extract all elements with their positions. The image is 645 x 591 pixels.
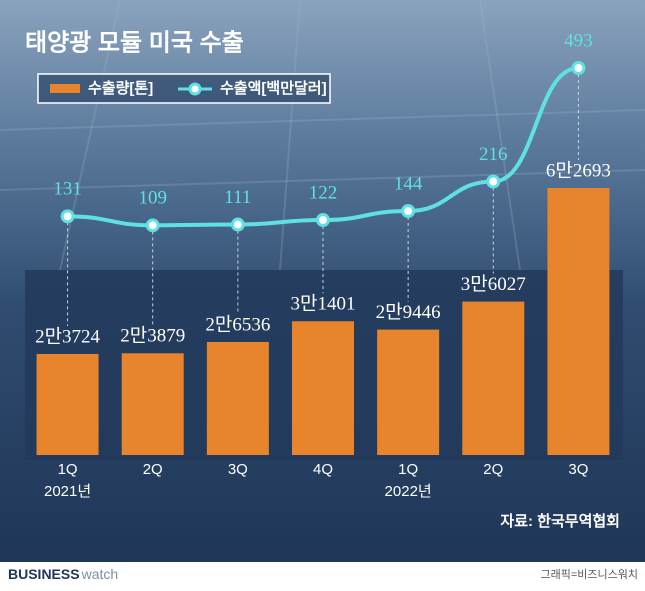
- legend-marker: [188, 82, 202, 96]
- line-marker: [60, 209, 75, 224]
- brand: BUSINESS watch: [8, 566, 118, 582]
- brand-watch: watch: [81, 566, 119, 582]
- bar-value-label: 2만9446: [376, 301, 441, 323]
- x-tick-label: 2Q: [483, 461, 503, 478]
- x-tick-label: 4Q: [313, 461, 333, 478]
- bar-value-label: 2만3724: [35, 325, 100, 347]
- x-tick-label: 3Q: [568, 461, 588, 478]
- x-group-label: 2021년: [44, 483, 91, 500]
- footer: [0, 562, 645, 586]
- x-tick-label: 1Q: [398, 461, 418, 478]
- bar-value-label: 6만2693: [546, 159, 611, 181]
- legend-swatch: [50, 84, 80, 93]
- line-value-label: 109: [138, 188, 167, 209]
- bar: [36, 353, 99, 455]
- line-value-label: 111: [224, 187, 251, 208]
- line-value-label: 144: [394, 173, 423, 194]
- bar: [121, 353, 184, 455]
- bar-value-label: 3만1401: [291, 293, 356, 315]
- x-tick-label: 3Q: [228, 461, 248, 478]
- legend-label: 수출액[백만달러]: [220, 79, 327, 97]
- line-value-label: 122: [309, 182, 338, 203]
- panel-lines: [0, 0, 645, 271]
- brand-business: BUSINESS: [8, 566, 80, 582]
- bar: [377, 329, 440, 455]
- bar-value-label: 2만6536: [205, 313, 270, 335]
- x-group-label: 2022년: [385, 483, 432, 500]
- x-tick-label: 1Q: [58, 461, 78, 478]
- bar: [292, 321, 354, 455]
- line-value-label: 216: [479, 144, 508, 165]
- line-marker: [145, 218, 160, 233]
- x-tick-label: 2Q: [143, 461, 163, 478]
- line-value-label: 131: [53, 179, 82, 200]
- line-marker: [230, 217, 245, 232]
- source: 자료: 한국무역협회: [500, 512, 620, 530]
- bar-value-label: 3만6027: [461, 273, 526, 295]
- line-marker: [401, 203, 416, 218]
- legend-label: 수출량[톤]: [88, 79, 153, 97]
- line-marker: [571, 61, 586, 75]
- chart-title: 태양광 모듈 미국 수출: [25, 29, 244, 56]
- line-marker: [486, 174, 501, 189]
- line-value-label: 493: [564, 30, 593, 51]
- line-marker: [316, 213, 330, 228]
- bar-value-label: 2만3879: [120, 325, 185, 347]
- bar: [462, 301, 525, 455]
- bar: [547, 188, 610, 455]
- bar: [206, 341, 269, 455]
- credit: 그래픽=비즈니스워치: [540, 568, 638, 581]
